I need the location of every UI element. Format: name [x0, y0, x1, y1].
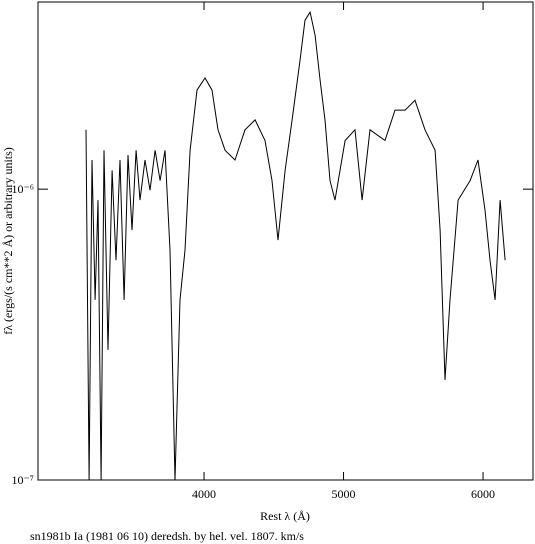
x-tick-label: 5000	[332, 487, 356, 501]
y-tick-label: 10⁻⁶	[11, 182, 34, 196]
y-axis-label: fλ (ergs/(s cm**2 Å) or arbitrary units)	[1, 147, 15, 335]
x-axis-label: Rest λ (Å)	[260, 509, 310, 523]
plot-frame	[37, 1, 534, 481]
chart-title: sn1981b Ia (1981 06 10) deredsh. by hel.…	[30, 529, 304, 543]
x-tick-label: 4000	[192, 487, 216, 501]
y-tick-label: 10⁻⁷	[11, 473, 34, 487]
spectrum-line	[85, 10, 506, 481]
x-tick-label: 6000	[471, 487, 495, 501]
